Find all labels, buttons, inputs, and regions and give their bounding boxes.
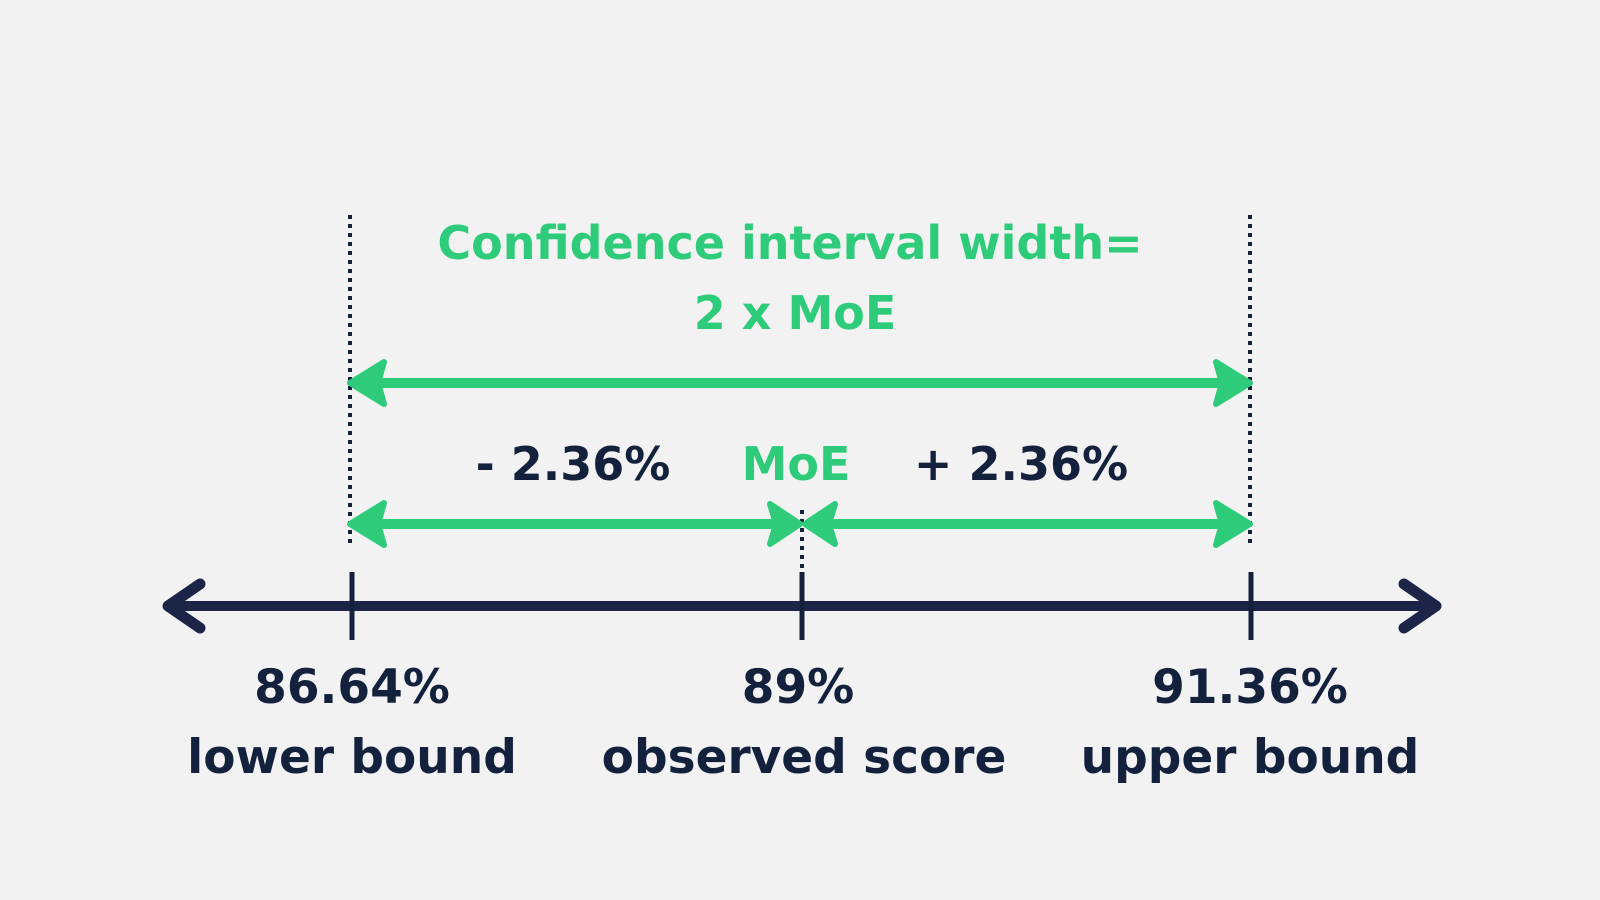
number-line-left-arrowhead	[162, 578, 206, 634]
title-line-1: Confidence interval width=	[437, 216, 1143, 270]
title-line-2: 2 x MoE	[693, 286, 897, 340]
observed-score-value: 89%	[741, 660, 855, 715]
lower-bound-value: 86.64%	[254, 660, 450, 715]
plus-moe-arrow	[802, 500, 1253, 548]
plus-moe-label: + 2.36%	[913, 437, 1129, 491]
moe-label: MoE	[741, 437, 851, 491]
minus-moe-arrow	[347, 500, 803, 548]
number-line-right-arrowhead	[1398, 578, 1442, 634]
upper-bound-label: upper bound	[1080, 730, 1420, 785]
upper-bound-value: 91.36%	[1152, 660, 1348, 715]
lower-bound-label: lower bound	[187, 730, 517, 785]
observed-score-label: observed score	[601, 730, 1007, 785]
interval-width-arrow	[347, 359, 1253, 407]
minus-moe-label: - 2.36%	[475, 437, 671, 491]
